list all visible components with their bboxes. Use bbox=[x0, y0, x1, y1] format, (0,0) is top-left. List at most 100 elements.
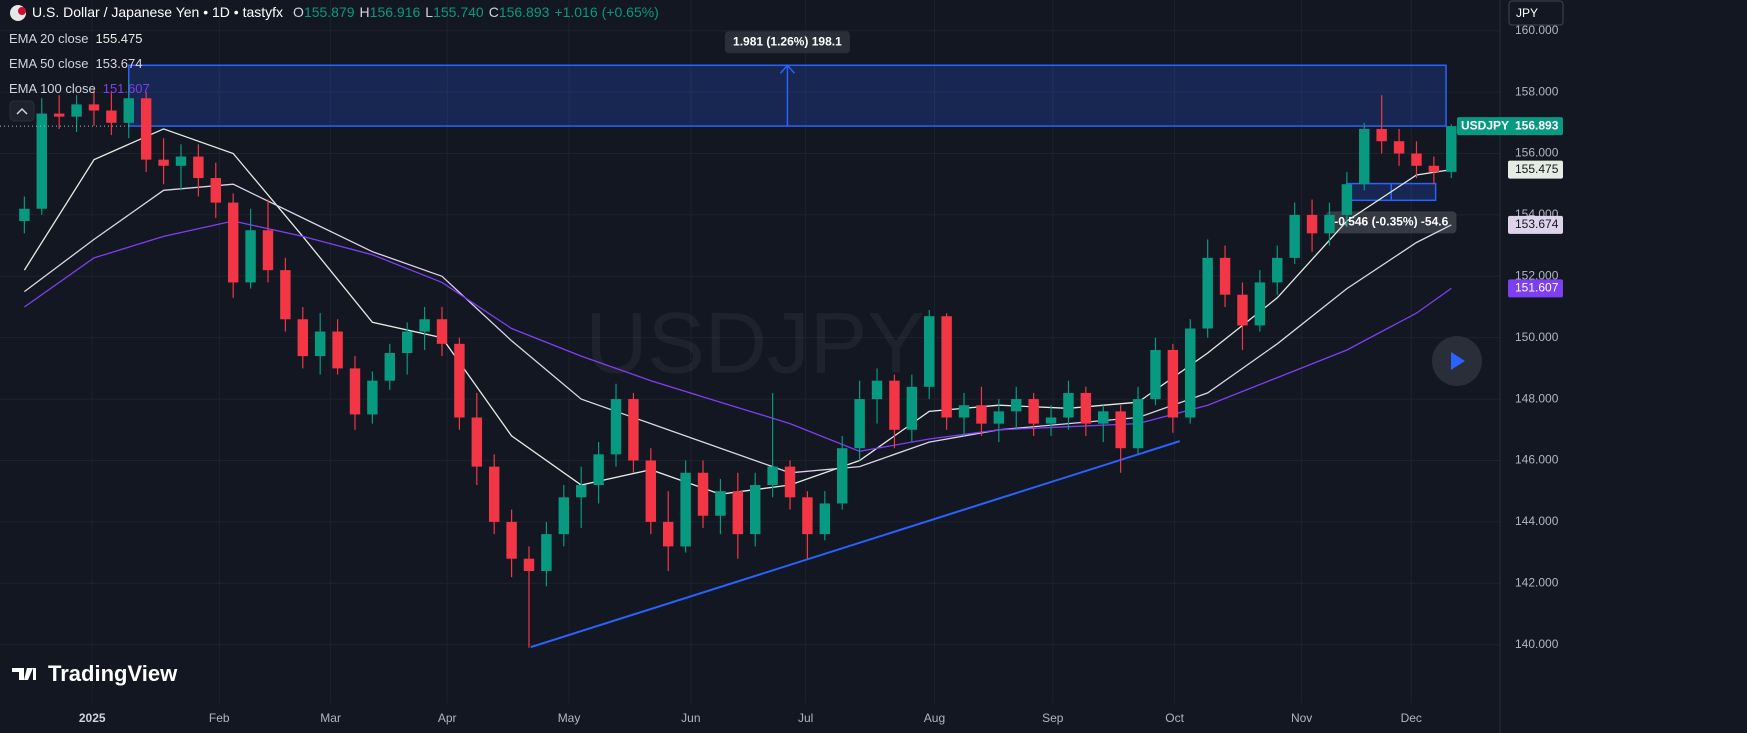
header: U.S. Dollar / Japanese Yen • 1D • tastyf… bbox=[32, 4, 659, 20]
trendline bbox=[530, 440, 1181, 649]
legend-value: 155.475 bbox=[96, 31, 143, 46]
candle-body bbox=[488, 466, 500, 522]
candle-body bbox=[976, 405, 987, 424]
candle-body bbox=[715, 491, 726, 516]
y-tick-label: 146.000 bbox=[1515, 453, 1559, 467]
x-tick-label: Oct bbox=[1165, 711, 1184, 725]
measure-arrow-head bbox=[779, 64, 795, 74]
legend-name: EMA 50 close bbox=[9, 56, 89, 71]
x-tick-label: Aug bbox=[924, 711, 945, 725]
candle-body bbox=[1063, 392, 1074, 418]
candle-body bbox=[1272, 257, 1283, 283]
symbol-label: USDJPY bbox=[1461, 118, 1509, 132]
x-tick-label: Jul bbox=[798, 711, 813, 725]
candle-body bbox=[1132, 399, 1144, 449]
candle-body bbox=[1011, 399, 1022, 412]
candle-body bbox=[1202, 257, 1213, 329]
candle-body bbox=[245, 230, 256, 283]
candle-body bbox=[906, 386, 918, 430]
legend-value: 153.674 bbox=[96, 56, 143, 71]
candle-body bbox=[924, 316, 935, 387]
y-tick-label: 148.000 bbox=[1515, 391, 1559, 405]
symbol-label-bg bbox=[1457, 117, 1563, 136]
candle-body bbox=[993, 411, 1005, 424]
candle-body bbox=[802, 497, 813, 535]
ema-price-label-bg bbox=[1508, 160, 1563, 179]
candle-body bbox=[610, 399, 622, 455]
candle-body bbox=[506, 521, 517, 559]
candle-body bbox=[523, 558, 535, 571]
brand: TradingView bbox=[48, 661, 178, 686]
candle-body bbox=[367, 380, 378, 415]
x-tick-label: 2025 bbox=[79, 711, 106, 725]
candle-body bbox=[106, 110, 117, 123]
quote-change-pct: (+0.65%) bbox=[602, 4, 659, 20]
candle-body bbox=[332, 331, 343, 369]
ema-price-label: 151.607 bbox=[1515, 281, 1559, 295]
candle-body bbox=[210, 178, 221, 203]
currency-box[interactable] bbox=[1508, 0, 1564, 26]
candle-body bbox=[71, 104, 82, 117]
x-tick-label: Feb bbox=[209, 711, 230, 725]
x-tick-label: Mar bbox=[320, 711, 341, 725]
candle-body bbox=[941, 316, 952, 418]
candle-body bbox=[1446, 126, 1457, 172]
candle-body bbox=[401, 331, 413, 354]
candle-body bbox=[1428, 165, 1440, 172]
y-tick-label: 160.000 bbox=[1515, 23, 1559, 37]
candle-body bbox=[1115, 411, 1126, 449]
candle-body bbox=[958, 405, 970, 418]
candle-body bbox=[36, 113, 47, 209]
ema-price-label-bg bbox=[1508, 215, 1563, 234]
candle-body bbox=[837, 448, 848, 504]
y-tick-label: 150.000 bbox=[1515, 330, 1559, 344]
candle-body bbox=[297, 319, 309, 357]
quote-letter: O bbox=[293, 4, 304, 20]
brand-logo bbox=[12, 668, 36, 680]
candle-body bbox=[541, 534, 552, 571]
candle-body bbox=[558, 497, 570, 535]
legend-name: EMA 20 close bbox=[9, 31, 89, 46]
play-icon bbox=[1451, 352, 1465, 370]
candle-body bbox=[732, 491, 744, 535]
quote-value: 156.916 bbox=[370, 4, 421, 20]
axes: 140.000 142.000 144.000 146.000 148.000 150.0… bbox=[79, 23, 1563, 725]
ema-price-label: 153.674 bbox=[1515, 217, 1559, 231]
quote-letter: C bbox=[489, 4, 499, 20]
symbol-flag-dot bbox=[18, 7, 26, 15]
candle-body bbox=[140, 98, 152, 160]
candle-body bbox=[819, 503, 831, 535]
x-tick-label: Apr bbox=[438, 711, 457, 725]
quote-change: +1.016 bbox=[554, 4, 597, 20]
candle-body bbox=[750, 485, 761, 535]
candle-body bbox=[854, 399, 865, 449]
collapse-icon bbox=[16, 107, 28, 115]
candle-body bbox=[158, 159, 169, 166]
candle-body bbox=[871, 380, 883, 400]
measure-label: -0.546 (-0.35%) -54.6 bbox=[1334, 215, 1448, 229]
candle-body bbox=[454, 343, 465, 418]
candle-body bbox=[280, 270, 291, 320]
candle-body bbox=[1376, 128, 1387, 142]
candle-body bbox=[645, 460, 657, 522]
candle-body bbox=[575, 485, 587, 498]
y-tick-label: 152.000 bbox=[1515, 268, 1559, 282]
candle-body bbox=[767, 466, 778, 486]
collapse-button[interactable] bbox=[9, 100, 35, 122]
y-tick-label: 158.000 bbox=[1515, 84, 1559, 98]
currency: JPY bbox=[1516, 6, 1538, 20]
candle-body bbox=[1306, 214, 1318, 234]
measure-label-bg bbox=[1326, 211, 1457, 234]
candle-body bbox=[1359, 128, 1370, 185]
legend-entry: EMA 100 close 151.607 bbox=[9, 81, 150, 96]
candle-body bbox=[784, 466, 796, 498]
y-tick-label: 140.000 bbox=[1515, 637, 1559, 651]
legend-entry: EMA 50 close 153.674 bbox=[9, 56, 143, 71]
ema-price-label-bg bbox=[1508, 279, 1563, 298]
candle-body bbox=[889, 380, 900, 430]
candle-body bbox=[1393, 141, 1405, 154]
legend-entry: EMA 20 close 155.475 bbox=[9, 31, 143, 46]
candle-body bbox=[1150, 349, 1161, 400]
